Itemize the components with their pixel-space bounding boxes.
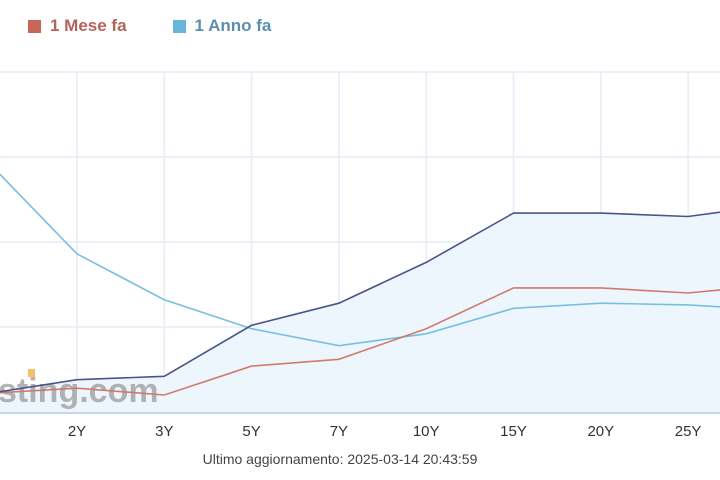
x-tick-label: 10Y bbox=[413, 423, 440, 440]
legend-swatch bbox=[172, 19, 186, 33]
series-line-1-anno-fa bbox=[0, 173, 720, 347]
current-curve-area bbox=[0, 212, 720, 412]
series-line-current bbox=[0, 211, 720, 393]
x-tick-label: 3Y bbox=[155, 423, 173, 440]
legend-swatch bbox=[28, 19, 41, 33]
legend-label: 1 Anno fa bbox=[194, 16, 272, 35]
x-tick-label: 20Y bbox=[587, 423, 614, 440]
watermark-logo-accent bbox=[28, 369, 35, 377]
x-tick-label: 5Y bbox=[242, 423, 260, 440]
x-tick-label: 2Y bbox=[68, 423, 86, 440]
legend-label: 1 Mese fa bbox=[50, 16, 127, 35]
legend-item-1-mese-fa[interactable]: 1 Mese fa bbox=[28, 16, 127, 36]
x-tick-label: 7Y bbox=[330, 423, 348, 440]
last-updated-text: Ultimo aggiornamento: 2025-03-14 20:43:5… bbox=[202, 451, 478, 467]
legend-item-1-anno-fa[interactable]: 1 Anno fa bbox=[172, 16, 272, 36]
x-tick-label: 25Y bbox=[675, 423, 702, 440]
chart-legend: 1 Mese fa 1 Anno fa bbox=[28, 16, 271, 36]
series-line-1-mese-fa bbox=[0, 287, 720, 396]
x-tick-label: 15Y bbox=[500, 423, 527, 440]
